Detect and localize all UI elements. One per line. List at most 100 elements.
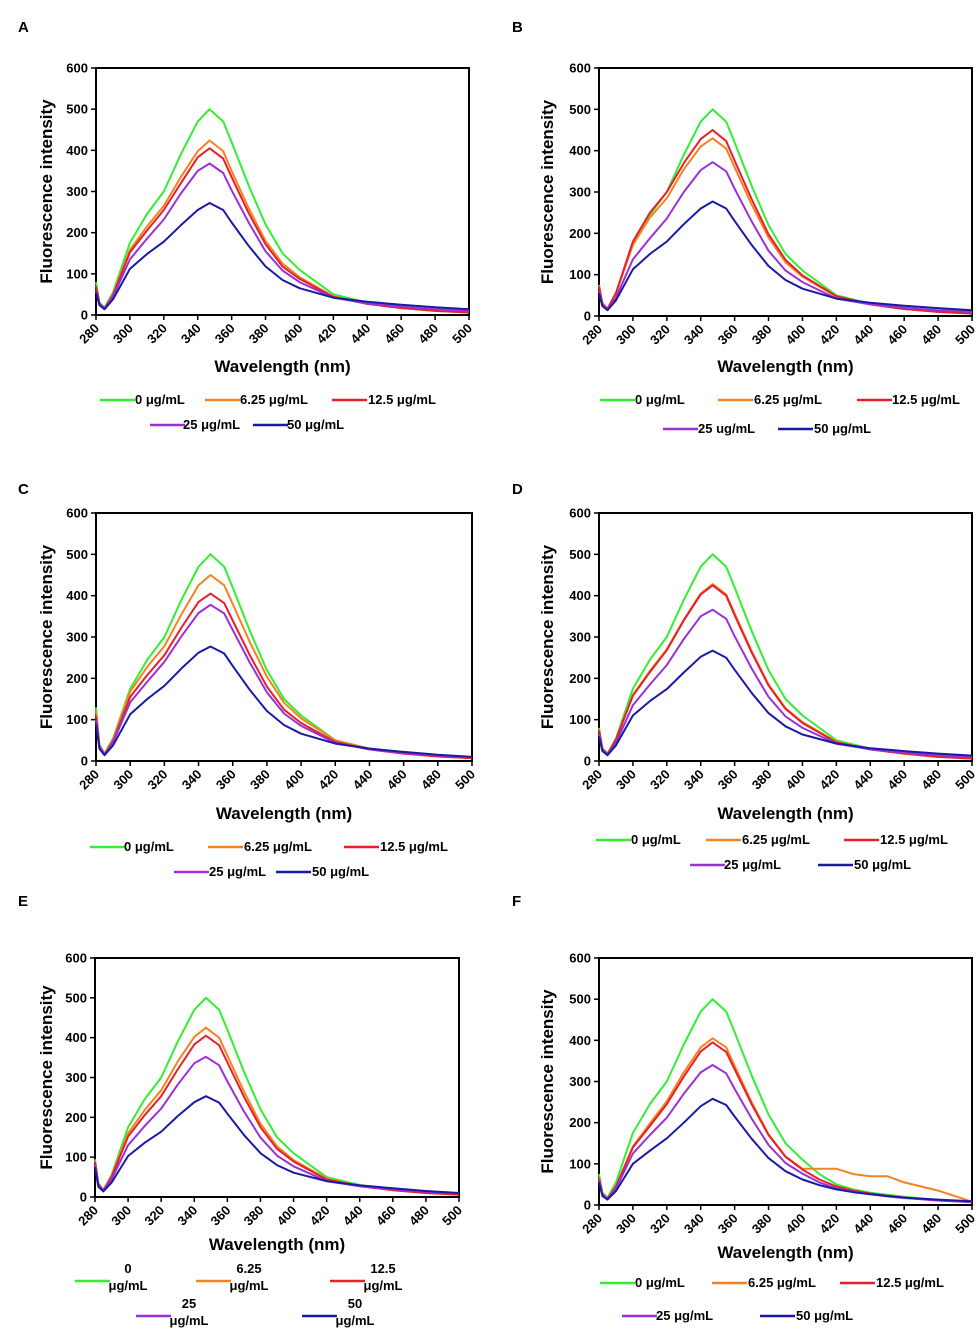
panel-label: F: [512, 893, 521, 910]
legend-label: 6.25 μg/mL: [748, 1275, 816, 1290]
y-tick-label: 100: [66, 266, 88, 281]
x-tick-label: 500: [952, 1211, 978, 1237]
x-tick-label: 500: [452, 767, 478, 793]
x-tick-label: 380: [241, 1203, 267, 1229]
series-line-25: [598, 608, 973, 758]
series-line-50: [95, 202, 470, 311]
x-tick-label: 280: [579, 322, 605, 348]
x-tick-label: 480: [418, 767, 444, 793]
x-axis-title: Wavelength (nm): [209, 1235, 345, 1254]
y-tick-label: 0: [81, 754, 88, 769]
series-line-12_5: [598, 1041, 973, 1204]
legend-item: 50 μg/mL: [302, 1296, 375, 1328]
y-tick-label: 400: [569, 143, 591, 158]
panel-a: A 0 100 200 300 400 500 600 280 300 320 340 360 380 40…: [18, 19, 475, 432]
legend-item: 12.5 μg/mL: [857, 392, 960, 407]
plot-frame: [598, 957, 973, 1206]
series-line-25: [95, 162, 470, 312]
x-tick-label: 340: [179, 767, 205, 793]
legend-label: 6.25 μg/mL: [742, 832, 810, 847]
y-tick-label: 100: [569, 712, 591, 727]
legend-label: 0 μg/mL: [631, 832, 681, 847]
y-tick-label: 600: [569, 506, 591, 521]
plot-frame: [95, 67, 470, 316]
legend-label: 12.5 μg/mL: [876, 1275, 944, 1290]
legend-item: 6.25 μg/mL: [718, 392, 822, 407]
y-tick-label: 0: [584, 1198, 591, 1213]
x-tick-label: 400: [783, 1211, 809, 1237]
y-tick-label: 500: [569, 992, 591, 1007]
legend-item: 6.25 μg/mL: [712, 1275, 816, 1290]
x-tick-label: 500: [952, 322, 978, 348]
x-tick-label: 440: [350, 767, 376, 793]
x-tick-label: 360: [212, 321, 238, 347]
y-axis-title: Fluorescence intensity: [538, 989, 557, 1174]
x-tick-label: 300: [108, 1203, 134, 1229]
y-tick-label: 0: [81, 308, 88, 323]
legend-item: 25 μg/mL: [150, 417, 240, 432]
legend-item: 0 μg/mL: [596, 832, 681, 847]
x-tick-label: 340: [681, 1211, 707, 1237]
legend-item: 50 μg/mL: [253, 417, 344, 432]
legend-label: 0 μg/mL: [635, 1275, 685, 1290]
y-tick-label: 400: [569, 588, 591, 603]
legend-item: 12.5 μg/mL: [344, 839, 448, 854]
x-tick-label: 360: [208, 1203, 234, 1229]
legend-item: 50 μg/mL: [276, 864, 369, 879]
x-tick-label: 500: [439, 1203, 465, 1229]
legend-label: 12.5 μg/mL: [380, 839, 448, 854]
x-tick-label: 320: [145, 767, 171, 793]
x-tick-label: 320: [647, 1211, 673, 1237]
legend-label: 6.25 μg/mL: [229, 1261, 268, 1293]
x-tick-label: 400: [280, 321, 306, 347]
x-tick-label: 420: [817, 322, 843, 348]
legend-label: 6.25 μg/mL: [240, 392, 308, 407]
y-tick-label: 500: [66, 102, 88, 117]
y-tick-label: 0: [80, 1190, 87, 1205]
x-tick-label: 420: [817, 1211, 843, 1237]
series-line-6_25: [598, 137, 973, 315]
plot-frame: [598, 512, 973, 762]
x-axis-title: Wavelength (nm): [717, 357, 853, 376]
y-tick-label: 600: [569, 951, 591, 966]
y-tick-label: 0: [584, 309, 591, 324]
legend-item: 12.5 μg/mL: [840, 1275, 944, 1290]
x-tick-label: 360: [715, 767, 741, 793]
panel-e: E 0 100 200 300 400 500 600 280 300 320 340 360 380 40…: [18, 893, 465, 1328]
series-line-0: [94, 996, 460, 1195]
series-line-0: [95, 553, 473, 759]
x-tick-label: 380: [749, 1211, 775, 1237]
panel-d: D 0 100 200 300 400 500 600 280 300 320 340 360 380 40…: [512, 481, 978, 872]
panel-label: A: [18, 19, 29, 36]
x-tick-label: 480: [918, 1211, 944, 1237]
y-tick-label: 400: [66, 588, 88, 603]
y-tick-label: 100: [65, 1150, 87, 1165]
x-tick-label: 340: [681, 767, 707, 793]
y-tick-label: 200: [569, 1115, 591, 1130]
panel-label: E: [18, 893, 28, 910]
series-line-25: [598, 161, 973, 313]
legend-label: 25 ug/mL: [698, 421, 755, 436]
x-tick-label: 500: [952, 767, 978, 793]
y-tick-label: 300: [66, 630, 88, 645]
x-tick-label: 340: [178, 321, 204, 347]
x-tick-label: 320: [144, 321, 170, 347]
legend-label: 25 μg/mL: [656, 1308, 713, 1323]
x-tick-label: 280: [579, 1211, 605, 1237]
x-tick-label: 380: [749, 767, 775, 793]
panel-label: D: [512, 481, 523, 498]
series-line-12_5: [598, 584, 973, 760]
x-tick-label: 340: [174, 1203, 200, 1229]
x-tick-label: 320: [141, 1203, 167, 1229]
y-tick-label: 300: [569, 185, 591, 200]
legend-item: 50 μg/mL: [760, 1308, 853, 1323]
series-line-50: [598, 649, 973, 757]
legend-label: 50 μg/mL: [312, 864, 369, 879]
y-tick-label: 400: [66, 143, 88, 158]
legend-item: 0 μg/mL: [600, 392, 685, 407]
legend-item: 25 μg/mL: [622, 1308, 713, 1323]
x-tick-label: 280: [76, 321, 102, 347]
series-line-50: [598, 200, 973, 312]
legend-label: 0 μg/mL: [135, 392, 185, 407]
y-tick-label: 200: [569, 671, 591, 686]
